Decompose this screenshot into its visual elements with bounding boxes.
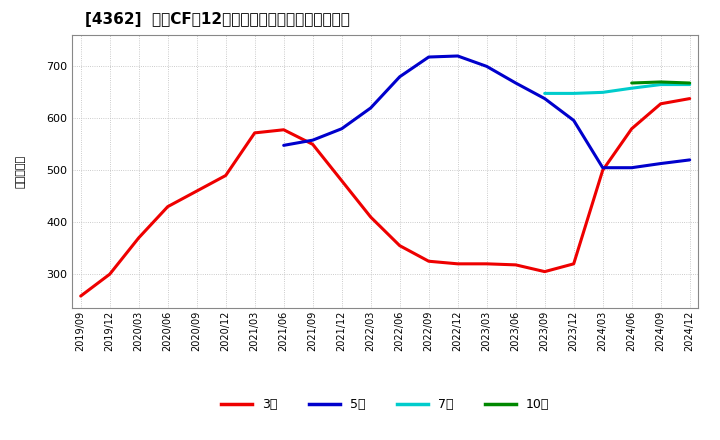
Y-axis label: （百万円）: （百万円） bbox=[15, 155, 25, 188]
Legend: 3年, 5年, 7年, 10年: 3年, 5年, 7年, 10年 bbox=[216, 393, 554, 416]
Text: [4362]  投資CFだ12か月移動合計の標準偏差の推移: [4362] 投資CFだ12か月移動合計の標準偏差の推移 bbox=[84, 12, 349, 27]
